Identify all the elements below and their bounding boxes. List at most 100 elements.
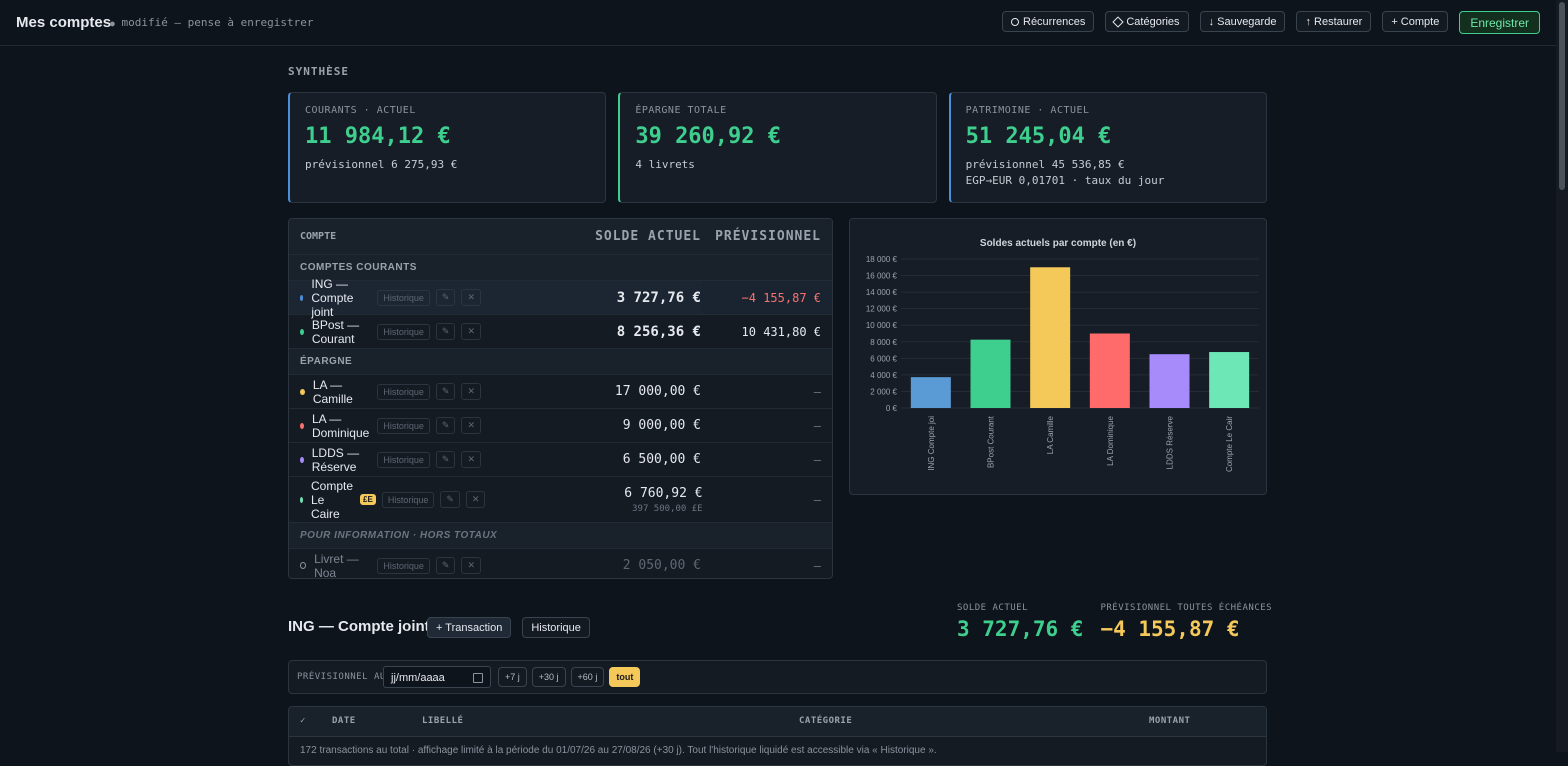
range-button[interactable]: +60 j — [570, 667, 605, 687]
row-action[interactable]: ✕ — [461, 417, 481, 434]
toolbar-button[interactable]: ↑ Restaurer — [1296, 11, 1372, 32]
x-tick-label: LA Dominique — [1106, 415, 1115, 465]
account-row[interactable]: ING — Compte joint Historique ✎ ✕ 3 727,76 €… — [289, 277, 832, 319]
toolbar-button[interactable]: Catégories — [1105, 11, 1189, 32]
account-dot — [300, 562, 307, 569]
summary-cards: COURANTS · ACTUEL 11 984,12 € prévisionnel… — [288, 92, 1267, 203]
account-name: BPost — Courant — [311, 317, 360, 346]
forecast-cell: — — [813, 452, 821, 467]
group-header: ÉPARGNE — [289, 349, 832, 375]
transactions-header: ✓ DATE LIBELLÉ CATÉGORIE MONTANT — [289, 707, 1266, 737]
toolbar-button[interactable]: Récurrences — [1002, 11, 1095, 32]
transactions-table: ✓ DATE LIBELLÉ CATÉGORIE MONTANT 172 transac… — [288, 706, 1267, 766]
bar — [1149, 354, 1190, 408]
date-input[interactable]: jj/mm/aaaa — [383, 666, 491, 688]
chart: Soldes actuels par compte (en €) 0 € 2 00… — [866, 238, 1259, 472]
toolbar-button[interactable]: + Compte — [1382, 11, 1449, 32]
row-action[interactable]: ✎ — [435, 417, 456, 434]
account-dot — [300, 422, 304, 429]
y-tick-label: 14 000 € — [866, 288, 898, 297]
account-row[interactable]: Compte Le Caire £E Historique ✎ ✕ 6 760,92 € 3… — [289, 477, 832, 523]
range-button[interactable]: tout — [609, 667, 641, 687]
balance-cell: 6 760,92 € 397 500,00 £E — [485, 486, 702, 514]
row-action[interactable]: ✎ — [440, 491, 460, 508]
forecast-cell: — — [813, 492, 821, 507]
balance: 3 727,76 € — [616, 289, 701, 306]
row-action[interactable]: ✕ — [461, 383, 481, 400]
account-row[interactable]: LDDS — Réserve Historique ✎ ✕ 6 500,00 € — — [289, 443, 832, 477]
x-tick-label: LA Camille — [1046, 415, 1055, 454]
account-name: Compte Le Caire — [310, 478, 354, 521]
y-tick-label: 12 000 € — [866, 305, 898, 314]
row-action[interactable]: ✕ — [461, 557, 481, 574]
col-header: ✓ — [300, 716, 306, 726]
currency-badge: £E — [360, 494, 376, 505]
col-header: DATE — [332, 716, 356, 726]
y-tick-label: 4 000 € — [870, 371, 897, 380]
account-name: LA — Dominique — [311, 411, 370, 440]
top-bar: Mes comptes ● modifié — pense à enregist… — [0, 0, 1556, 46]
scroll-thumb — [1559, 2, 1565, 190]
card-label: ÉPARGNE TOTALE — [635, 105, 727, 116]
account-row[interactable]: Livret — Noa Historique ✎ ✕ 2 050,00 € — — [289, 549, 832, 579]
icon — [1011, 17, 1019, 26]
range-button[interactable]: +7 j — [498, 667, 527, 687]
toolbar-button[interactable]: Enregistrer — [1459, 11, 1540, 34]
row-action[interactable]: ✕ — [461, 323, 481, 340]
detail-button[interactable]: + Transaction — [427, 617, 512, 638]
row-action[interactable]: ✕ — [461, 289, 481, 306]
account-name: Livret — Noa — [314, 551, 359, 579]
account-name-cell: BPost — Courant Historique ✎ ✕ — [289, 318, 481, 346]
card-line: prévisionnel 6 275,93 € — [305, 158, 458, 171]
forecast-cell: — — [813, 558, 821, 573]
row-action[interactable]: ✕ — [461, 451, 481, 468]
forecast-cell: 10 431,80 € — [741, 324, 821, 339]
toolbar-button[interactable]: ↓ Sauvegarde — [1199, 11, 1286, 32]
forecast-cell: — — [813, 418, 821, 433]
summary-card: ÉPARGNE TOTALE 39 260,92 € 4 livrets — [618, 92, 937, 203]
summary-card: PATRIMOINE · ACTUEL 51 245,04 € prévisionn… — [948, 92, 1267, 203]
row-action[interactable]: ✎ — [435, 557, 456, 574]
account-row[interactable]: LA — Camille Historique ✎ ✕ 17 000,00 € — — [289, 375, 832, 409]
row-action[interactable]: Historique — [377, 557, 430, 574]
table-header: COMPTE SOLDE ACTUEL PRÉVISIONNEL — [289, 219, 832, 255]
group-header: COMPTES COURANTS — [289, 255, 832, 281]
account-name: ING — Compte joint — [311, 276, 354, 319]
account-row[interactable]: BPost — Courant Historique ✎ ✕ 8 256,36 € 10 … — [289, 315, 832, 349]
row-action[interactable]: ✎ — [435, 383, 456, 400]
stat-label: SOLDE ACTUEL — [957, 603, 1029, 613]
balance-cell: 2 050,00 € — [481, 558, 701, 573]
row-action[interactable]: ✎ — [435, 323, 456, 340]
section-heading: SYNTHÈSE — [288, 65, 349, 78]
col-header: PRÉVISIONNEL — [715, 229, 821, 244]
bar — [910, 377, 951, 408]
account-name-cell: LDDS — Réserve Historique ✎ ✕ — [289, 446, 481, 474]
row-action[interactable]: Historique — [377, 451, 430, 468]
bar — [1209, 352, 1250, 408]
save-status: ● modifié — pense à enregistrer — [110, 16, 314, 29]
y-tick-label: 10 000 € — [866, 321, 898, 330]
row-action[interactable]: Historique — [377, 323, 430, 340]
row-action[interactable]: ✕ — [465, 491, 486, 508]
account-name: LA — Camille — [312, 377, 353, 406]
y-tick-label: 2 000 € — [870, 387, 897, 396]
col-header: COMPTE — [300, 231, 337, 242]
balance: 17 000,00 € — [614, 384, 701, 399]
balance: 6 500,00 € — [622, 452, 701, 467]
row-action[interactable]: Historique — [381, 491, 435, 508]
row-action[interactable]: Historique — [377, 383, 430, 400]
account-name-cell: Compte Le Caire £E Historique ✎ ✕ — [289, 478, 486, 521]
account-row[interactable]: LA — Dominique Historique ✎ ✕ 9 000,00 € — — [289, 409, 832, 443]
stat: PRÉVISIONNEL TOUTES ÉCHÉANCES −4 155,87 € — [1100, 603, 1272, 641]
account-dot — [300, 294, 304, 301]
row-action[interactable]: Historique — [377, 417, 430, 434]
range-button[interactable]: +30 j — [531, 667, 566, 687]
detail-button[interactable]: Historique — [522, 617, 590, 638]
filter-bar: PRÉVISIONNEL AU jj/mm/aaaa +7 j +30 j +60 … — [288, 660, 1267, 694]
row-action[interactable]: ✎ — [435, 289, 456, 306]
row-action[interactable]: ✎ — [435, 451, 456, 468]
button-label: ↓ Sauvegarde — [1208, 15, 1277, 28]
button-label: Catégories — [1126, 15, 1180, 28]
row-action[interactable]: Historique — [377, 289, 430, 306]
